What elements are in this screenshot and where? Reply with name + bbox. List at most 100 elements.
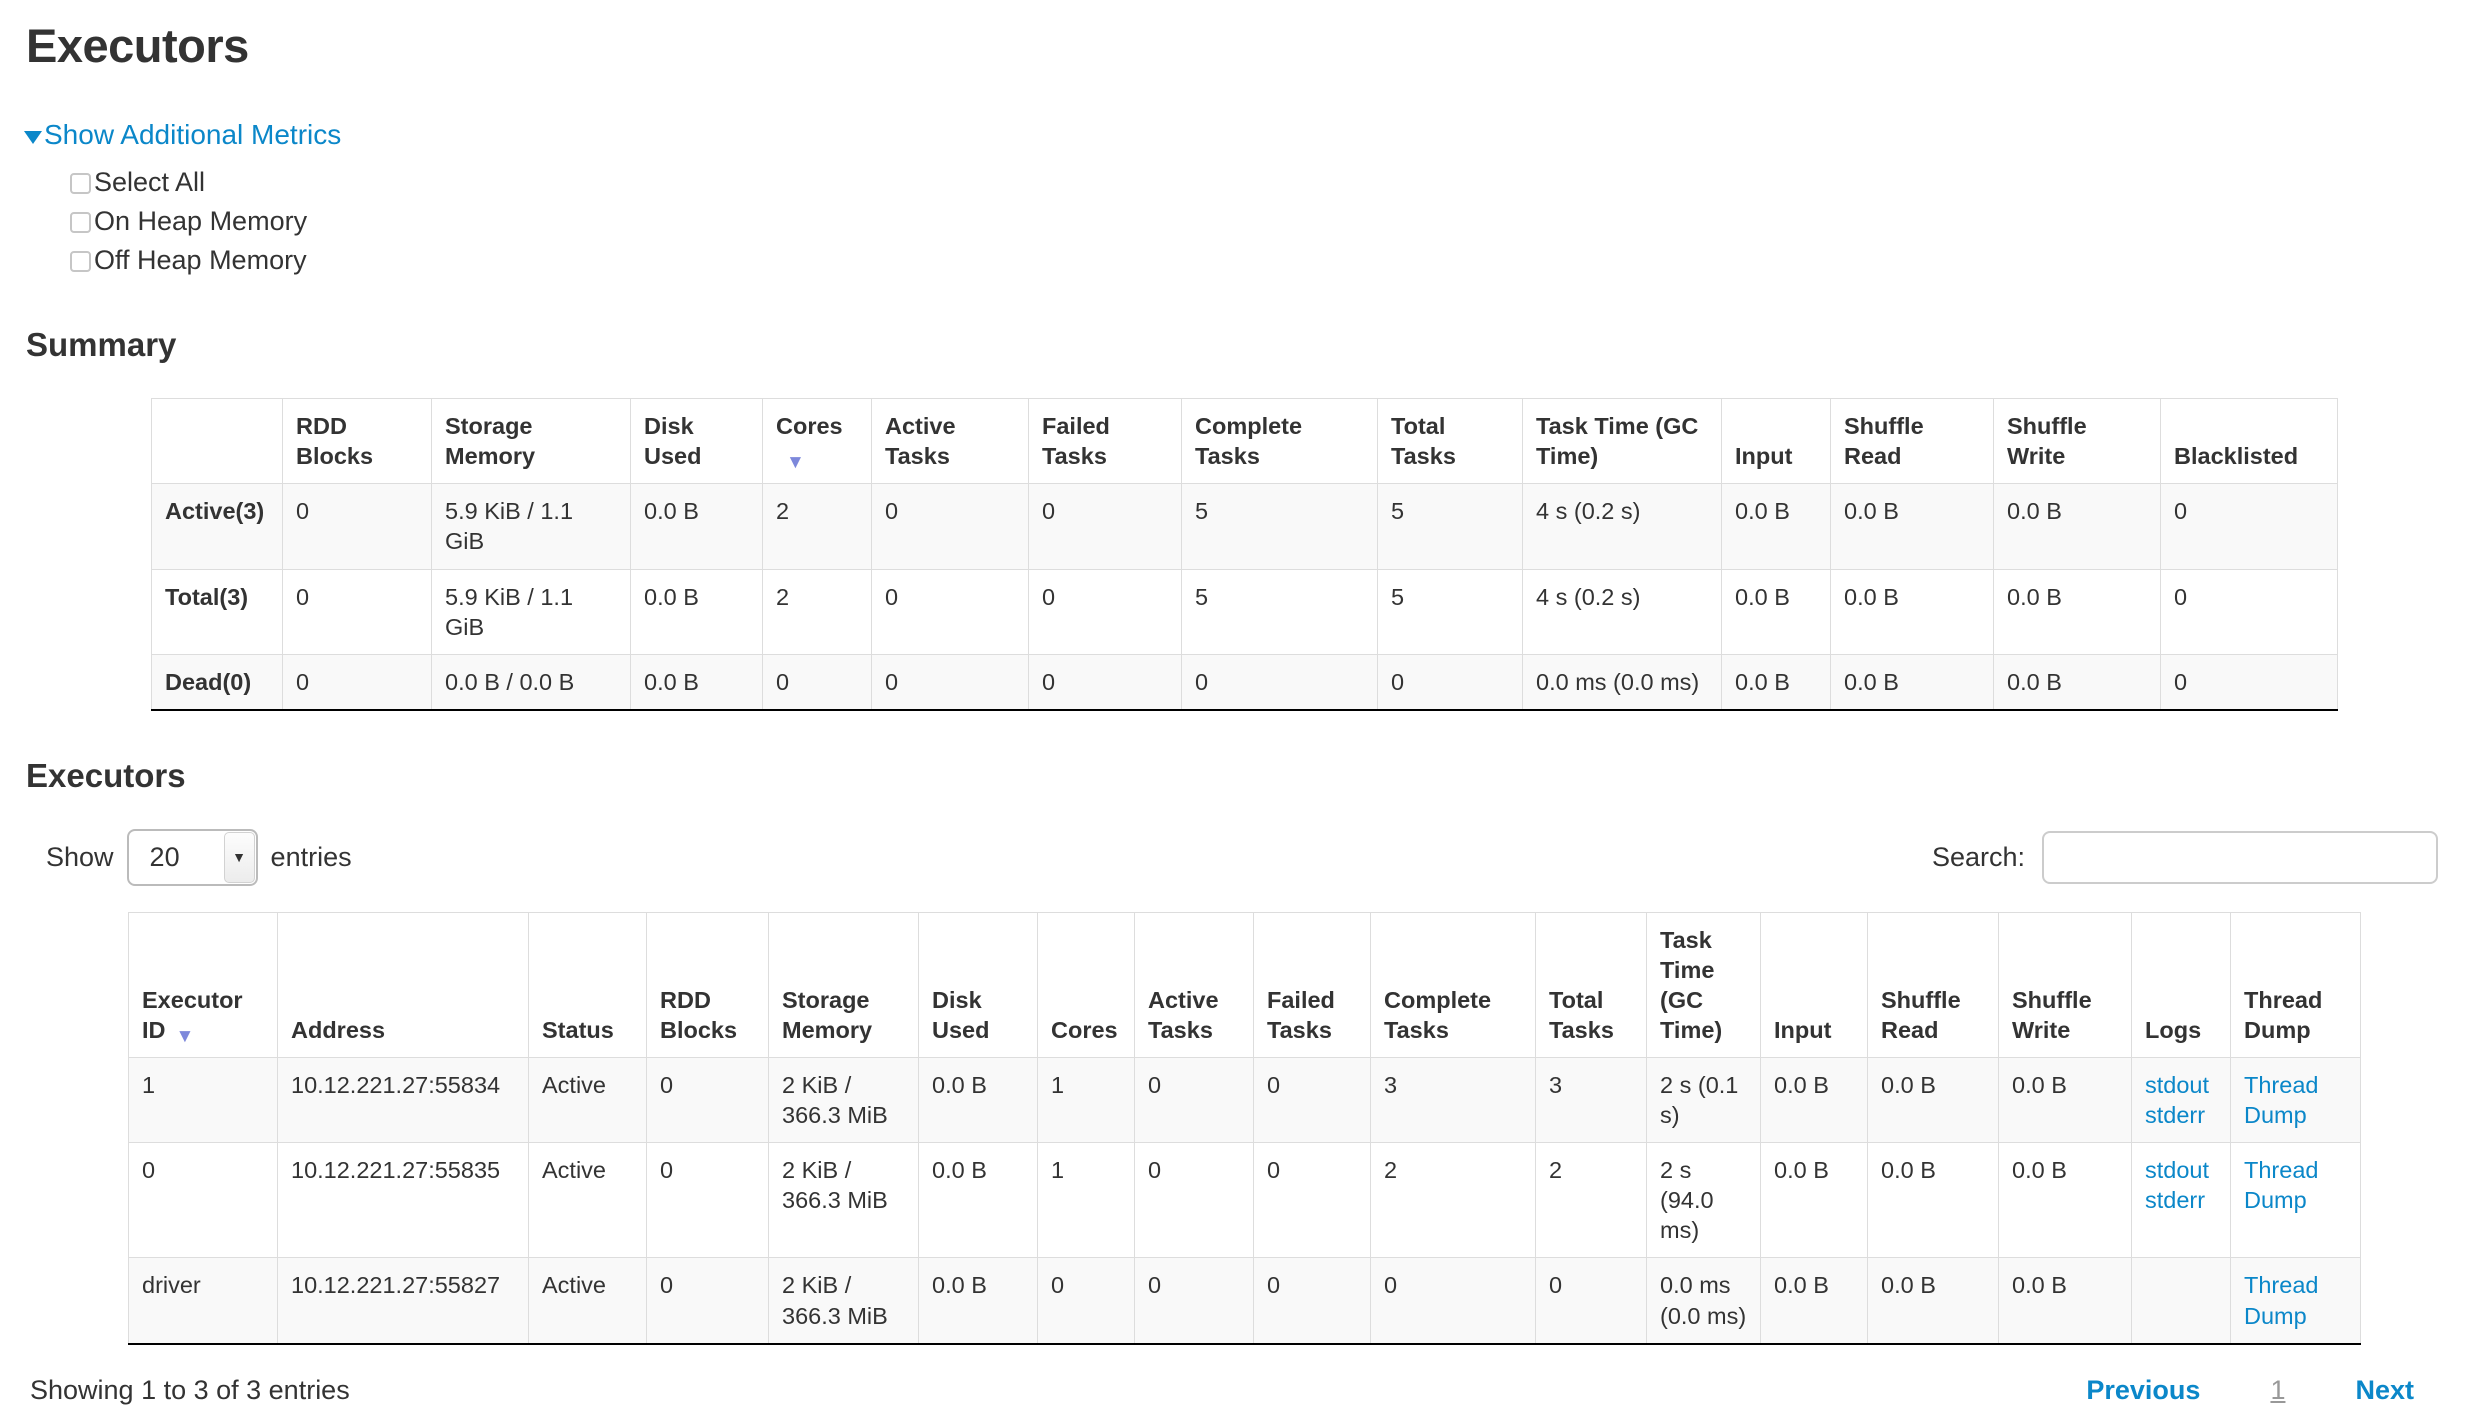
thread-dump-cell: Thread Dump	[2230, 1142, 2361, 1259]
executor-cell: driver	[128, 1257, 278, 1345]
column-header-failed-tasks[interactable]: Failed Tasks	[1253, 911, 1371, 1059]
column-header-blank	[151, 397, 283, 485]
metric-checkbox[interactable]	[70, 212, 91, 233]
metric-checkbox[interactable]	[70, 173, 91, 194]
executor-cell: Active	[528, 1057, 647, 1144]
column-header-status[interactable]: Status	[528, 911, 647, 1059]
summary-cell: 0.0 B	[1721, 483, 1831, 570]
column-header-cores[interactable]: Cores▼	[762, 397, 872, 485]
column-header-rdd-blocks[interactable]: RDD Blocks	[282, 397, 432, 485]
metric-checkbox-row-1[interactable]: On Heap Memory	[70, 202, 2466, 241]
column-header-blacklisted[interactable]: Blacklisted	[2160, 397, 2338, 485]
column-header-rdd-blocks[interactable]: RDD Blocks	[646, 911, 769, 1059]
summary-cell: 0.0 B	[1993, 483, 2161, 570]
column-header-disk-used[interactable]: Disk Used	[630, 397, 763, 485]
column-header-logs[interactable]: Logs	[2131, 911, 2231, 1059]
column-header-disk-used[interactable]: Disk Used	[918, 911, 1038, 1059]
logs-cell: stdout stderr	[2131, 1142, 2231, 1259]
column-header-complete-tasks[interactable]: Complete Tasks	[1370, 911, 1536, 1059]
summary-cell: 0.0 B	[630, 653, 763, 711]
column-header-storage-memory[interactable]: Storage Memory	[431, 397, 631, 485]
pagination-next[interactable]: Next	[2355, 1374, 2414, 1405]
thread-dump-link[interactable]: Thread Dump	[2244, 1272, 2319, 1329]
summary-cell: 4 s (0.2 s)	[1522, 483, 1722, 570]
summary-cell: 0	[1181, 653, 1378, 711]
executor-cell: Active	[528, 1257, 647, 1345]
metric-checkbox-row-2[interactable]: Off Heap Memory	[70, 241, 2466, 280]
column-header-total-tasks[interactable]: Total Tasks	[1535, 911, 1647, 1059]
column-header-total-tasks[interactable]: Total Tasks	[1377, 397, 1523, 485]
stdout-log-link[interactable]: stdout	[2145, 1072, 2210, 1099]
entries-label: entries	[270, 841, 352, 872]
summary-cell: 0	[2160, 653, 2338, 711]
column-header-failed-tasks[interactable]: Failed Tasks	[1028, 397, 1182, 485]
stderr-log-link[interactable]: stderr	[2145, 1102, 2206, 1129]
thread-dump-link[interactable]: Thread Dump	[2244, 1157, 2319, 1214]
column-header-active-tasks[interactable]: Active Tasks	[1134, 911, 1254, 1059]
stderr-log-link[interactable]: stderr	[2145, 1187, 2206, 1214]
pagination-previous[interactable]: Previous	[2086, 1374, 2201, 1405]
column-header-cores[interactable]: Cores	[1037, 911, 1135, 1059]
column-header-thread-dump[interactable]: Thread Dump	[2230, 911, 2361, 1059]
column-header-input[interactable]: Input	[1721, 397, 1831, 485]
summary-cell: 0.0 B	[630, 483, 763, 570]
executor-cell: 0	[646, 1142, 769, 1259]
stdout-log-link[interactable]: stdout	[2145, 1157, 2210, 1184]
metric-checkbox-label: Select All	[94, 167, 206, 197]
summary-cell: 0.0 B	[1830, 483, 1994, 570]
pagination-page-1[interactable]: 1	[2270, 1374, 2286, 1405]
metric-checkbox-label: Off Heap Memory	[94, 245, 307, 275]
executor-cell: 0.0 B	[1867, 1057, 1999, 1144]
column-header-executor-id[interactable]: Executor ID ▼	[128, 911, 278, 1059]
column-header-active-tasks[interactable]: Active Tasks	[871, 397, 1029, 485]
table-header-row: Executor ID ▼ Address Status RDD Blocks Stora…	[128, 911, 2361, 1059]
page-size-select[interactable]: 20 ▼	[126, 828, 258, 886]
summary-cell: 5	[1181, 568, 1378, 655]
pagination: Previous 1 Next	[2086, 1375, 2414, 1406]
summary-cell: 0	[2160, 483, 2338, 570]
executor-cell: 0.0 B	[1998, 1142, 2132, 1259]
executor-cell: 0.0 B	[918, 1257, 1038, 1345]
executor-cell: 0.0 B	[918, 1142, 1038, 1259]
metric-checkbox-row-0[interactable]: Select All	[70, 163, 2466, 202]
executor-cell: 10.12.221.27:55834	[277, 1057, 529, 1144]
executor-cell: 2	[1535, 1142, 1647, 1259]
search-input[interactable]	[2042, 830, 2438, 884]
column-header-shuffle-read[interactable]: Shuffle Read	[1830, 397, 1994, 485]
column-header-storage-memory[interactable]: Storage Memory	[768, 911, 919, 1059]
summary-table: RDD Blocks Storage Memory Disk Used Cores▼ A…	[151, 397, 2338, 711]
metric-checkbox[interactable]	[70, 251, 91, 272]
executor-cell: 0	[1535, 1257, 1647, 1345]
summary-row-dead-0-: Dead(0) 0 0.0 B / 0.0 B 0.0 B 0 0 0 0 0 0.0 ms (0…	[151, 653, 2338, 711]
summary-cell: 0	[1028, 483, 1182, 570]
page-title: Executors	[26, 19, 249, 72]
executor-cell: 0	[1253, 1057, 1371, 1144]
show-additional-metrics-toggle[interactable]: Show Additional Metrics	[24, 119, 2466, 151]
thread-dump-cell: Thread Dump	[2230, 1057, 2361, 1144]
column-header-address[interactable]: Address	[277, 911, 529, 1059]
executor-cell: 2	[1370, 1142, 1536, 1259]
summary-cell: 0	[1028, 568, 1182, 655]
column-header-complete-tasks[interactable]: Complete Tasks	[1181, 397, 1378, 485]
thread-dump-link[interactable]: Thread Dump	[2244, 1072, 2319, 1129]
executor-cell: 0	[646, 1057, 769, 1144]
column-header-task-time-gc-time-[interactable]: Task Time (GC Time)	[1646, 911, 1761, 1059]
column-header-shuffle-write[interactable]: Shuffle Write	[1993, 397, 2161, 485]
summary-heading: Summary	[26, 326, 177, 363]
column-header-input[interactable]: Input	[1760, 911, 1868, 1059]
column-header-shuffle-write[interactable]: Shuffle Write	[1998, 911, 2132, 1059]
executor-row-0: 0 10.12.221.27:55835 Active 0 2 KiB / 366.3 …	[128, 1142, 2361, 1259]
executor-cell: 10.12.221.27:55827	[277, 1257, 529, 1345]
column-header-shuffle-read[interactable]: Shuffle Read	[1867, 911, 1999, 1059]
thread-dump-cell: Thread Dump	[2230, 1257, 2361, 1345]
summary-cell: 0	[282, 568, 432, 655]
column-header-task-time-gc-time-[interactable]: Task Time (GC Time)	[1522, 397, 1722, 485]
table-controls: Show 20 ▼ entries Search:	[0, 828, 2466, 886]
caret-down-icon	[24, 130, 42, 144]
summary-cell: 4 s (0.2 s)	[1522, 568, 1722, 655]
summary-cell: 0	[2160, 568, 2338, 655]
show-additional-metrics-link[interactable]: Show Additional Metrics	[44, 119, 342, 150]
page-size-value: 20	[149, 841, 180, 872]
summary-cell: 5.9 KiB / 1.1 GiB	[431, 483, 631, 570]
